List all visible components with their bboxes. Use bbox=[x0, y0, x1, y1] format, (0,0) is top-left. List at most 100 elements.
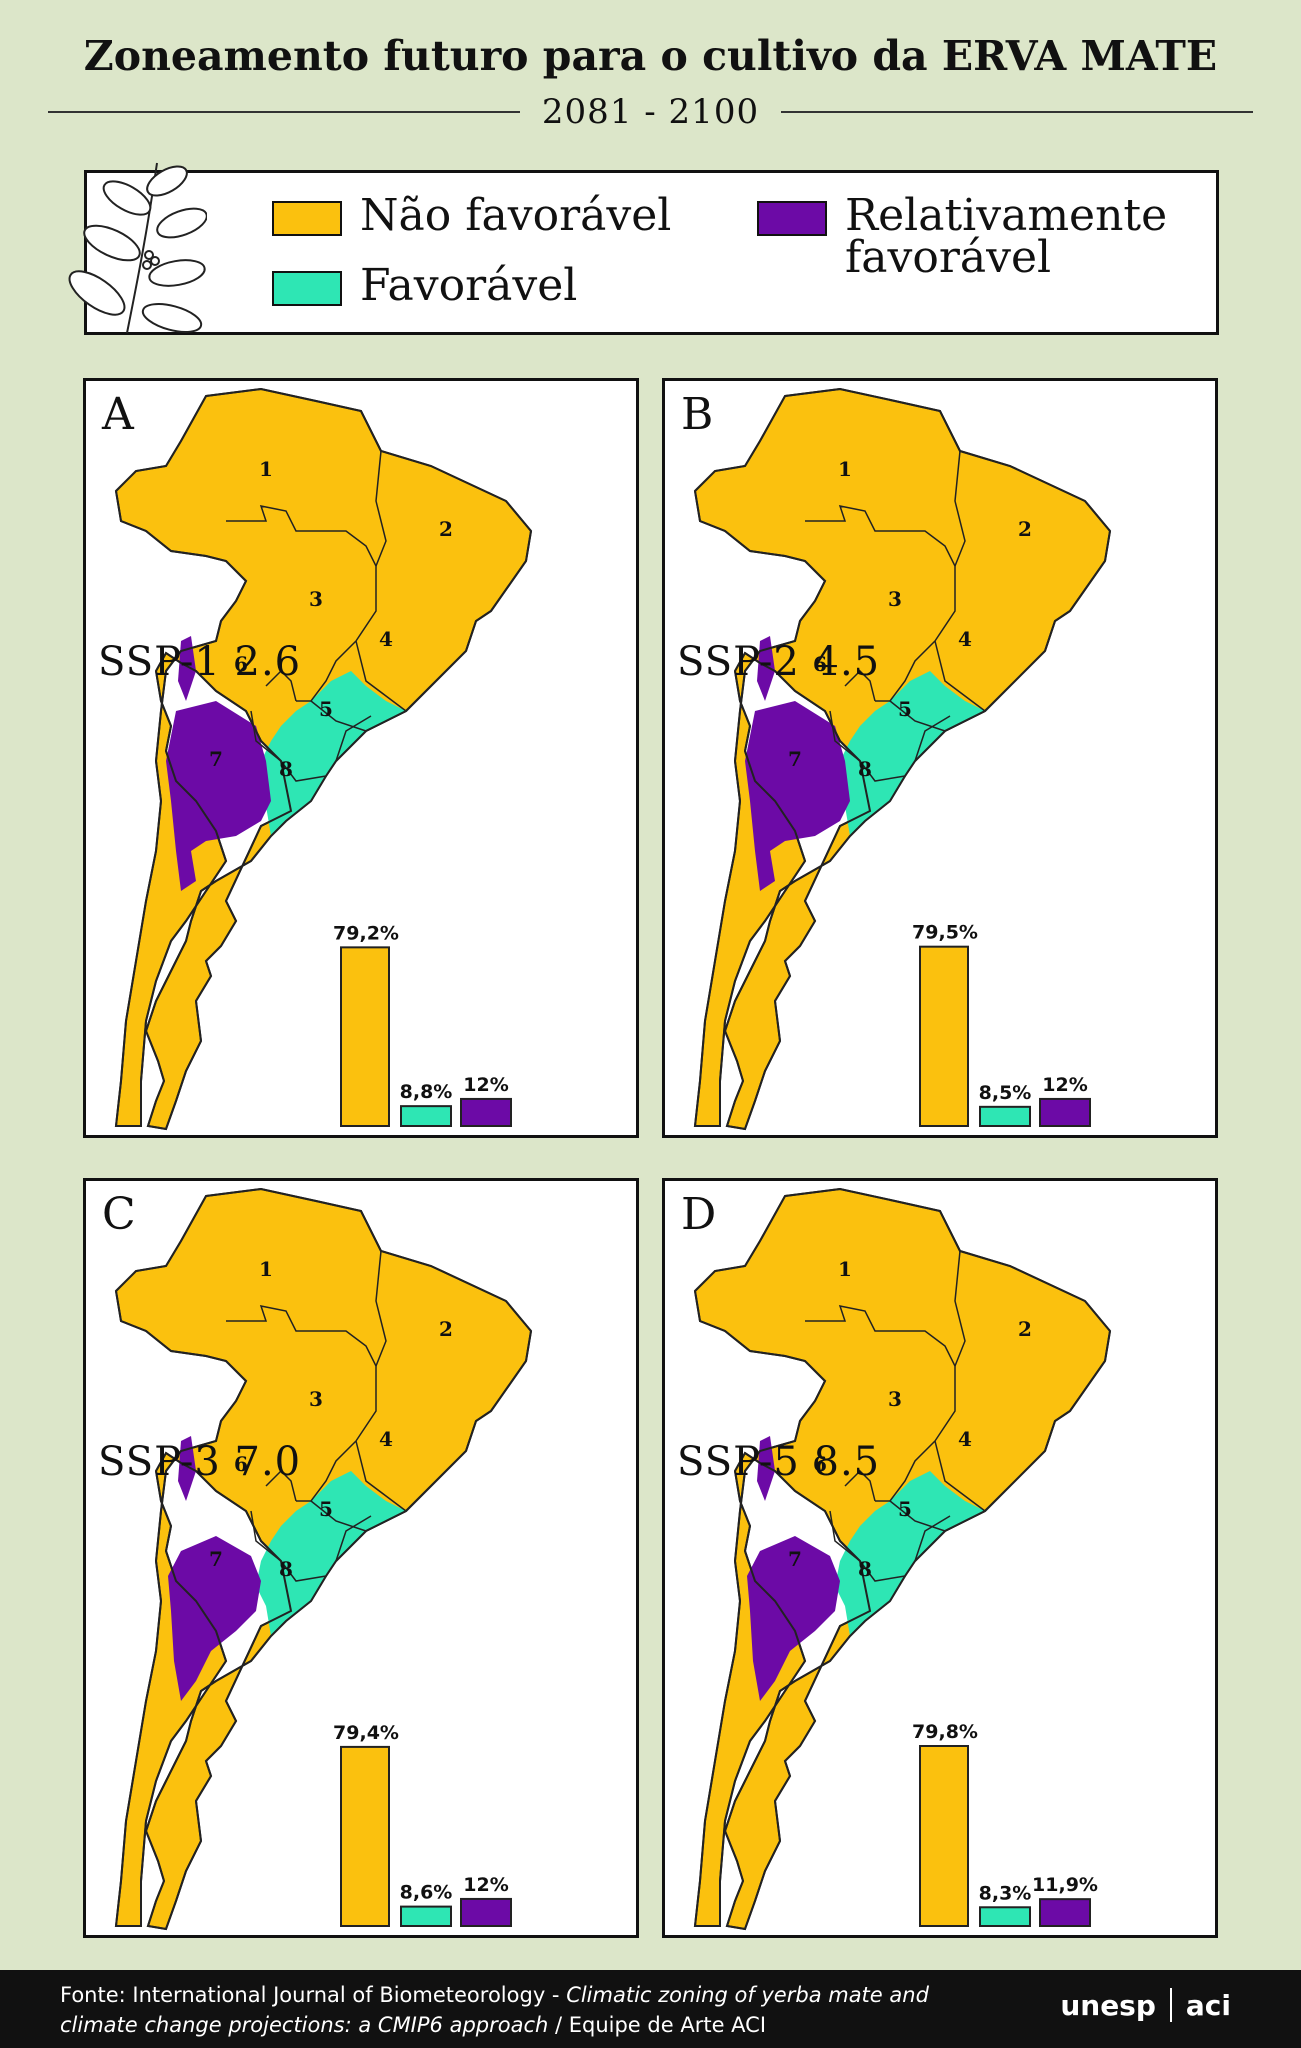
legend-swatch bbox=[272, 201, 342, 236]
region-border bbox=[296, 1440, 357, 1502]
logo-separator bbox=[1169, 1988, 1172, 2022]
bar bbox=[1039, 1097, 1091, 1127]
region-border bbox=[355, 1440, 407, 1512]
relatively-favorable-zone bbox=[747, 1536, 840, 1701]
region-border bbox=[914, 715, 951, 762]
map-panel: 1 2 3 4 5 6 7 8 79,2% 8,8% 12% A SSP-1 2.6 bbox=[83, 378, 639, 1138]
region-number: 4 bbox=[379, 1427, 393, 1451]
bar bbox=[979, 1906, 1031, 1928]
panel-letter: C bbox=[102, 1189, 136, 1240]
source-title: Climatic zoning of yerba mate and climat… bbox=[60, 1983, 929, 2037]
bar-value-label: 12% bbox=[1042, 1074, 1087, 1096]
bar bbox=[919, 1745, 969, 1927]
bar-value-label: 12% bbox=[463, 1074, 508, 1096]
region-number: 4 bbox=[958, 627, 972, 651]
legend-item-relatively-favorable: Relativamente favorável bbox=[757, 190, 1205, 283]
favorable-zone bbox=[256, 1471, 406, 1636]
region-border bbox=[914, 1515, 951, 1562]
legend-swatch bbox=[272, 271, 342, 306]
region-number: 5 bbox=[898, 1497, 912, 1521]
relatively-favorable-zone bbox=[168, 1536, 261, 1701]
region-number: 6 bbox=[234, 1452, 248, 1476]
region-border bbox=[280, 1560, 327, 1582]
region-border bbox=[250, 1510, 282, 1562]
region-number: 7 bbox=[209, 747, 223, 771]
favorable-zone bbox=[835, 671, 985, 836]
relatively-favorable-zone bbox=[757, 1436, 775, 1501]
region-number: 4 bbox=[958, 1427, 972, 1451]
unesp-logo: unesp bbox=[1060, 1988, 1156, 2022]
page-title: Zoneamento futuro para o cultivo da ERVA… bbox=[83, 32, 1218, 80]
map-svg: 1 2 3 4 5 6 7 8 79,5% 8,5% 12% bbox=[693, 387, 1112, 1131]
region-border bbox=[296, 640, 357, 702]
relatively-favorable-zone bbox=[178, 1436, 196, 1501]
source-suffix: / Equipe de Arte ACI bbox=[548, 2013, 767, 2037]
bar-value-label: 8,6% bbox=[400, 1882, 453, 1904]
map-group: 1 2 3 4 5 6 7 8 79,4% 8,6% 12% bbox=[114, 1187, 533, 1931]
map-panel: 1 2 3 4 5 6 7 8 79,5% 8,5% 12% B SSP-2 4.5 bbox=[662, 378, 1218, 1138]
region-number: 6 bbox=[813, 652, 827, 676]
footer: Fonte: International Journal of Biometeo… bbox=[0, 1970, 1301, 2048]
legend-swatch bbox=[757, 201, 827, 236]
bar-value-label: 79,5% bbox=[912, 922, 978, 944]
aci-logo: aci bbox=[1185, 1988, 1231, 2022]
panel-letter: B bbox=[681, 389, 714, 440]
bar-value-label: 11,9% bbox=[1032, 1874, 1098, 1896]
relatively-favorable-zone bbox=[757, 636, 775, 701]
scenario-label: SSP-2 4.5 bbox=[677, 639, 881, 685]
relatively-favorable-zone bbox=[745, 701, 850, 891]
map-group: 1 2 3 4 5 6 7 8 79,5% 8,5% 12% bbox=[693, 387, 1112, 1131]
legend-label: Relativamente favorável bbox=[845, 190, 1168, 283]
region-border bbox=[934, 640, 986, 712]
map-panel: 1 2 3 4 5 6 7 8 79,8% 8,3% 11,9% D SSP-5 8.5 bbox=[662, 1178, 1218, 1938]
bar-value-label: 79,4% bbox=[333, 1722, 399, 1744]
region-border bbox=[954, 1250, 966, 1367]
region-number: 1 bbox=[259, 457, 273, 481]
region-border bbox=[226, 505, 377, 642]
region-number: 3 bbox=[888, 1387, 902, 1411]
region-number: 1 bbox=[838, 457, 852, 481]
bar-value-label: 12% bbox=[463, 1874, 508, 1896]
panel-letter: D bbox=[681, 1189, 717, 1240]
map-svg: 1 2 3 4 5 6 7 8 79,2% 8,8% 12% bbox=[114, 387, 533, 1131]
divider-left bbox=[48, 111, 520, 113]
panel-letter: A bbox=[102, 389, 134, 440]
region-border bbox=[375, 450, 387, 567]
map-panel: 1 2 3 4 5 6 7 8 79,4% 8,6% 12% C SSP-3 7.0 bbox=[83, 1178, 639, 1938]
region-border bbox=[310, 700, 367, 732]
legend-label: Favorável bbox=[360, 260, 578, 311]
region-number: 1 bbox=[259, 1257, 273, 1281]
region-border bbox=[829, 710, 861, 762]
region-border bbox=[335, 715, 372, 762]
region-border bbox=[889, 1500, 946, 1532]
region-number: 3 bbox=[888, 587, 902, 611]
region-border bbox=[844, 1469, 876, 1502]
region-number: 2 bbox=[1018, 517, 1032, 541]
bar-value-label: 79,8% bbox=[912, 1721, 978, 1743]
relatively-favorable-zone bbox=[166, 701, 271, 891]
bar-value-label: 8,8% bbox=[400, 1081, 453, 1103]
bar bbox=[1039, 1898, 1091, 1928]
region-number: 8 bbox=[279, 757, 293, 781]
period-row: 2081 - 2100 bbox=[48, 90, 1254, 134]
region-border bbox=[805, 1305, 956, 1442]
region-border bbox=[375, 1250, 387, 1367]
bar bbox=[340, 1745, 390, 1928]
divider-right bbox=[781, 111, 1254, 113]
legend-label: Não favorável bbox=[360, 190, 672, 241]
region-number: 7 bbox=[788, 747, 802, 771]
region-border bbox=[250, 710, 282, 762]
region-number: 8 bbox=[858, 1557, 872, 1581]
logos: unesp aci bbox=[1060, 1988, 1231, 2022]
region-number: 5 bbox=[898, 697, 912, 721]
region-border bbox=[859, 760, 906, 782]
map-border bbox=[114, 1187, 533, 1931]
legend-item-not-favorable: Não favorável bbox=[272, 190, 672, 241]
region-border bbox=[310, 1500, 367, 1532]
scenario-label: SSP-1 2.6 bbox=[98, 639, 302, 685]
region-border bbox=[226, 1305, 377, 1442]
region-number: 2 bbox=[439, 1317, 453, 1341]
scenario-label: SSP-3 7.0 bbox=[98, 1439, 302, 1485]
map-border bbox=[693, 1187, 1112, 1931]
source-citation: Fonte: International Journal of Biometeo… bbox=[60, 1980, 960, 2040]
